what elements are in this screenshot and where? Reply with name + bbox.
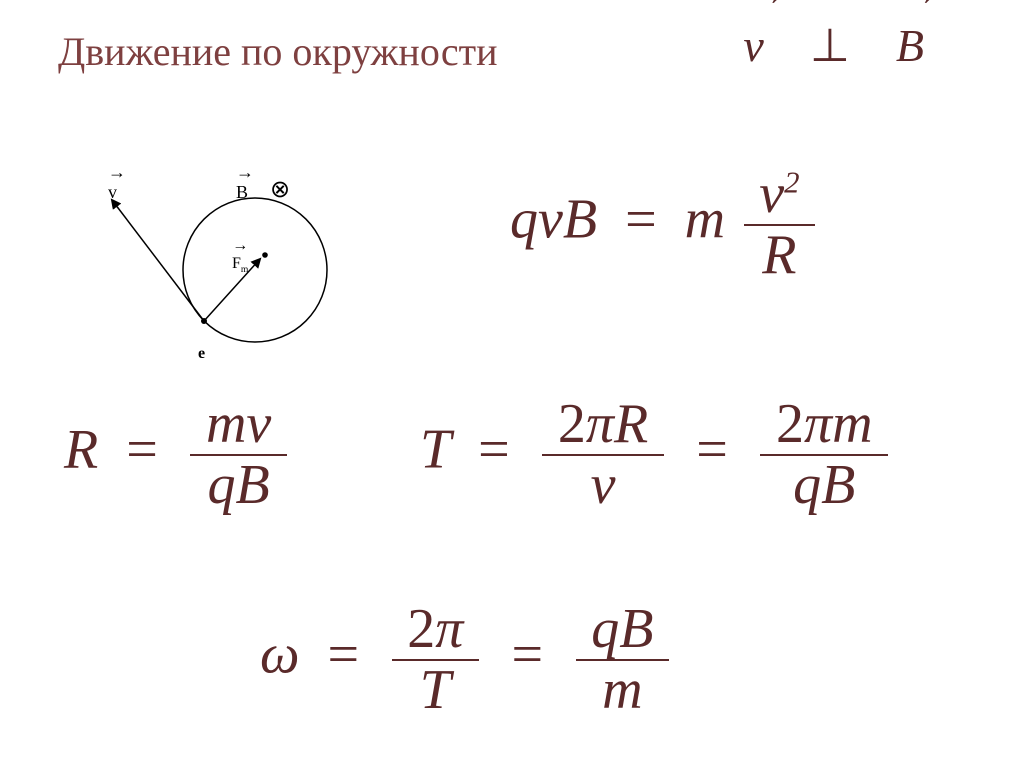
- b-symbol: B: [563, 189, 597, 251]
- two: 2: [776, 393, 804, 455]
- equals-sign: =: [625, 189, 657, 251]
- cross-glyph: ⊗: [270, 177, 290, 203]
- diagram-f-char: F: [232, 255, 241, 272]
- m-symbol: m: [832, 393, 872, 455]
- fraction-2: qB m: [576, 600, 670, 720]
- den-b: B: [236, 454, 270, 516]
- period-equation: T = 2πR v = 2πm qB: [420, 395, 893, 515]
- r-symbol: R: [64, 419, 98, 481]
- lorentz-centripetal-equation: qvB = m v2 R: [510, 165, 820, 285]
- vector-v: → v: [743, 19, 763, 72]
- pi-symbol: π: [804, 393, 832, 455]
- title-text: Движение по окружности: [58, 29, 497, 74]
- magnetic-field-symbol: B: [896, 20, 924, 71]
- diagram-v-char: v: [108, 182, 117, 202]
- num-b: B: [619, 598, 653, 660]
- velocity-arrow-line: [112, 200, 204, 321]
- den-t: T: [392, 661, 479, 720]
- equals-sign: =: [478, 419, 510, 481]
- t-symbol: T: [420, 419, 450, 481]
- equals-sign: =: [696, 419, 728, 481]
- fraction: mv qB: [190, 395, 287, 515]
- diagram-label-v: → v: [108, 182, 117, 203]
- fraction-1: 2π T: [392, 600, 479, 720]
- denominator-r: R: [744, 226, 816, 285]
- velocity-symbol: v: [743, 20, 763, 71]
- two: 2: [558, 393, 586, 455]
- den-v: v: [542, 456, 664, 515]
- diagram-f-sub: m: [241, 264, 248, 275]
- angular-frequency-equation: ω = 2π T = qB m: [260, 600, 674, 720]
- perpendicular-condition: → v ⊥ → B: [743, 18, 924, 72]
- fraction-2: 2πm qB: [760, 395, 888, 515]
- v-symbol: v: [538, 189, 563, 251]
- den-b: B: [821, 454, 855, 516]
- equals-sign: =: [328, 624, 360, 686]
- diagram-label-f: → Fm: [232, 255, 248, 275]
- equals-sign: =: [511, 624, 543, 686]
- exponent-2: 2: [784, 165, 799, 199]
- omega-symbol: ω: [260, 624, 300, 686]
- slide-title: Движение по окружности: [58, 28, 497, 75]
- q-symbol: q: [510, 189, 538, 251]
- center-dot: [262, 252, 268, 258]
- two: 2: [407, 598, 435, 660]
- diagram-e-char: e: [198, 345, 205, 362]
- m-symbol: m: [685, 189, 725, 251]
- diagram-label-e: e: [198, 345, 205, 363]
- field-into-page-icon: ⊗: [270, 178, 290, 202]
- slide-root: Движение по окружности → v ⊥ → B: [0, 0, 1024, 767]
- fraction-1: 2πR v: [542, 395, 664, 515]
- den-q: q: [208, 454, 236, 516]
- equals-sign: =: [126, 419, 158, 481]
- diagram-svg: [90, 140, 350, 380]
- radius-equation: R = mv qB: [64, 395, 291, 515]
- circular-motion-diagram: → v → B → Fm e ⊗: [90, 140, 350, 380]
- numerator-v: v: [759, 163, 784, 225]
- pi-symbol: π: [435, 598, 463, 660]
- pi-symbol: π: [586, 393, 614, 455]
- perpendicular-symbol: ⊥: [810, 20, 850, 71]
- num-v: v: [246, 393, 271, 455]
- diagram-label-b: → B: [236, 182, 248, 203]
- den-q: q: [793, 454, 821, 516]
- num-q: q: [591, 598, 619, 660]
- vector-b: → B: [896, 19, 924, 72]
- diagram-b-char: B: [236, 182, 248, 202]
- r-symbol: R: [614, 393, 648, 455]
- den-m: m: [576, 661, 670, 720]
- num-m: m: [206, 393, 246, 455]
- fraction: v2 R: [744, 165, 816, 285]
